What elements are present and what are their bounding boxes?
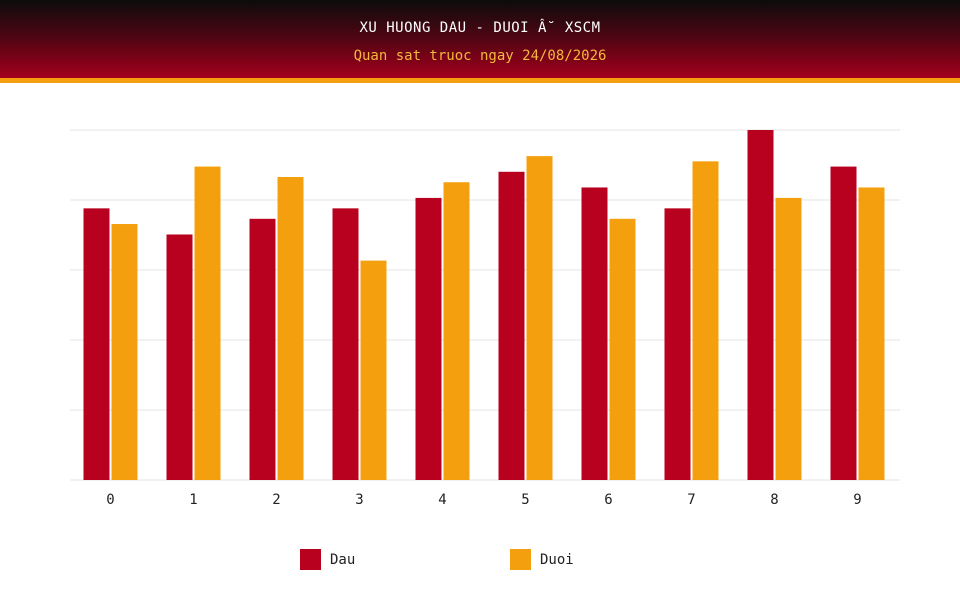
x-tick-label: 3 xyxy=(355,492,363,508)
x-tick-label: 8 xyxy=(770,492,778,508)
x-tick-label: 0 xyxy=(106,492,114,508)
x-tick-label: 9 xyxy=(853,492,861,508)
bar-duoi-1[interactable] xyxy=(194,166,221,480)
bar-dau-6[interactable] xyxy=(581,187,608,480)
bar-duoi-7[interactable] xyxy=(692,161,719,481)
legend-swatch-dau xyxy=(300,549,321,570)
x-tick-label: 2 xyxy=(272,492,280,508)
x-tick-label: 6 xyxy=(604,492,612,508)
chart-title: XU HUONG DAU - DUOI Â˘ XSCM xyxy=(359,20,601,36)
bar-duoi-6[interactable] xyxy=(609,218,636,480)
bar-dau-8[interactable] xyxy=(747,130,774,480)
bar-dau-9[interactable] xyxy=(830,166,857,480)
bar-duoi-0[interactable] xyxy=(111,224,138,480)
chart-header: XU HUONG DAU - DUOI Â˘ XSCM Quan sat tru… xyxy=(0,0,960,83)
x-tick-label: 1 xyxy=(189,492,197,508)
legend-label-duoi: Duoi xyxy=(540,552,574,568)
bar-duoi-4[interactable] xyxy=(443,182,470,480)
bar-duoi-8[interactable] xyxy=(775,197,802,480)
bar-duoi-3[interactable] xyxy=(360,260,387,480)
x-tick-label: 4 xyxy=(438,492,446,508)
bar-duoi-2[interactable] xyxy=(277,177,304,480)
legend-label-dau: Dau xyxy=(330,552,356,568)
bar-dau-5[interactable] xyxy=(498,171,525,480)
chart-subtitle: Quan sat truoc ngay 24/08/2026 xyxy=(353,48,607,64)
x-tick-label: 7 xyxy=(687,492,695,508)
legend-swatch-duoi xyxy=(510,549,531,570)
bar-dau-1[interactable] xyxy=(166,234,193,480)
x-tick-label: 5 xyxy=(521,492,529,508)
bar-dau-0[interactable] xyxy=(83,208,110,480)
bar-dau-3[interactable] xyxy=(332,208,359,480)
bar-duoi-9[interactable] xyxy=(858,187,885,480)
bar-dau-2[interactable] xyxy=(249,218,276,480)
bar-duoi-5[interactable] xyxy=(526,156,553,481)
bar-dau-4[interactable] xyxy=(415,197,442,480)
bar-dau-7[interactable] xyxy=(664,208,691,480)
chart-legend: Dau Duoi xyxy=(0,549,960,573)
